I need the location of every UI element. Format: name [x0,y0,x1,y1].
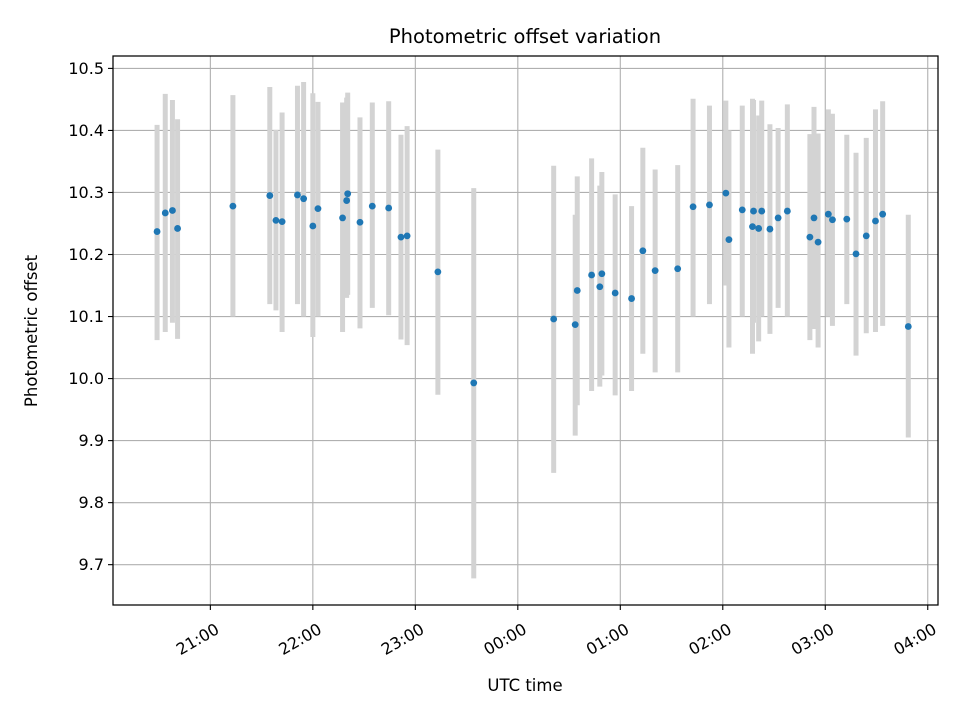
data-point [758,207,766,215]
y-tick-label: 10.5 [68,59,104,78]
data-point [339,214,346,222]
data-point [814,238,822,246]
x-axis-label: UTC time [487,676,562,695]
data-point [368,202,376,210]
data-point [598,270,606,278]
data-point [872,217,879,225]
data-point [722,189,730,197]
y-tick-label: 10.3 [68,183,104,202]
data-point [385,204,393,212]
y-tick-label: 10.2 [68,245,104,264]
data-point [843,215,851,223]
data-point [674,265,682,273]
data-point [783,207,791,215]
data-point [153,228,161,235]
y-tick-label: 9.8 [79,493,104,512]
data-point [309,222,317,230]
data-point [397,233,405,241]
data-point [651,267,659,275]
data-point [755,225,763,232]
data-point [738,206,746,214]
y-tick-label: 10.4 [68,121,104,140]
data-point [356,218,364,226]
data-point [272,216,280,224]
data-point [829,216,836,224]
data-point [806,233,814,241]
data-point [749,223,756,230]
data-point [588,271,596,279]
data-point [766,225,774,233]
y-tick-label: 10.1 [68,307,104,326]
data-point [314,205,322,213]
chart-title: Photometric offset variation [389,25,661,48]
data-point [879,210,887,218]
data-point [266,192,274,199]
data-point [725,236,733,244]
y-tick-label: 9.7 [79,555,104,574]
data-point [343,197,351,204]
data-point [862,232,870,240]
y-axis-label: Photometric offset [22,254,41,407]
data-point [403,232,411,240]
data-point [611,289,619,297]
data-point [852,250,860,258]
data-point [904,323,912,330]
y-tick-label: 9.9 [79,431,104,450]
data-point [470,379,478,387]
data-point [824,210,832,218]
data-point [434,268,442,276]
data-point [706,201,713,209]
data-point [278,218,286,226]
data-point [596,283,604,291]
data-point [639,247,647,255]
data-point [628,295,635,302]
data-point [174,225,181,232]
data-point [294,191,301,199]
grid-lines [113,56,938,605]
data-points [153,189,912,387]
data-point [571,321,579,329]
data-point [750,207,757,215]
data-point [300,195,308,203]
data-point [774,214,782,222]
data-point [229,202,237,210]
plot-frame [112,55,939,606]
y-tick-label: 10.0 [68,369,104,388]
data-point [689,203,697,211]
data-point [169,207,176,214]
data-point [810,214,818,222]
data-point [573,287,581,294]
data-point [161,209,169,217]
data-point [344,190,352,198]
data-point [550,315,558,323]
